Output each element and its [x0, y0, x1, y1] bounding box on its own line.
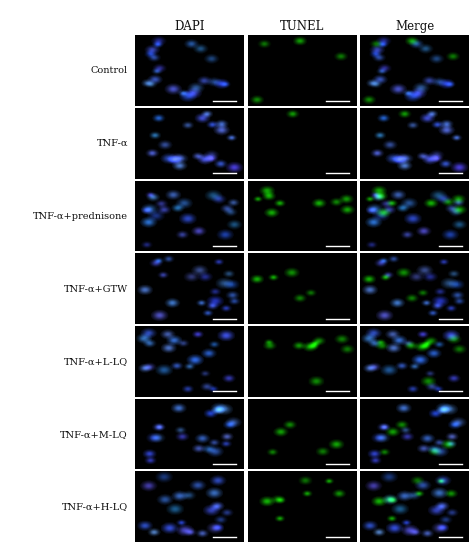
Text: TNF-α+H-LQ: TNF-α+H-LQ	[62, 502, 128, 511]
Text: DAPI: DAPI	[174, 20, 205, 33]
Text: TNF-α: TNF-α	[97, 139, 128, 148]
Text: TNF-α+M-LQ: TNF-α+M-LQ	[60, 429, 128, 439]
Text: Merge: Merge	[395, 20, 435, 33]
Text: TNF-α+L-LQ: TNF-α+L-LQ	[64, 357, 128, 366]
Text: TNF-α+prednisone: TNF-α+prednisone	[33, 211, 128, 221]
Text: TNF-α+GTW: TNF-α+GTW	[64, 284, 128, 293]
Text: TUNEL: TUNEL	[280, 20, 324, 33]
Text: Control: Control	[91, 66, 128, 75]
